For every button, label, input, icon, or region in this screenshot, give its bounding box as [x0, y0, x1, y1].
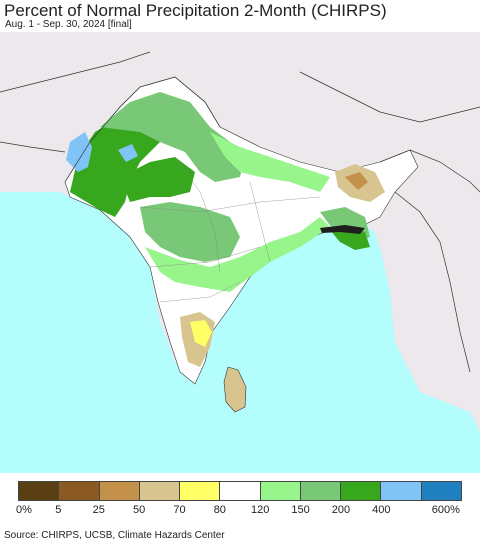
- map-subtitle: Aug. 1 - Sep. 30, 2024 [final]: [5, 19, 132, 30]
- precip-150-band: [100, 92, 245, 182]
- precip-120-north: [210, 132, 330, 192]
- precip-dark-coast: [320, 225, 365, 234]
- state-borders: [139, 156, 321, 303]
- precip-150-central: [140, 202, 240, 262]
- precip-25-ne: [345, 172, 368, 190]
- legend-tick-label: 150: [291, 504, 310, 516]
- precip-200-north: [120, 157, 195, 202]
- legend-tick-label: 5: [55, 504, 62, 516]
- legend-swatch: [300, 482, 342, 500]
- color-legend: [18, 481, 462, 501]
- legend-swatch: [341, 482, 382, 500]
- legend-swatch: [180, 482, 221, 500]
- legend-swatch: [421, 482, 461, 500]
- source-credit: Source: CHIRPS, UCSB, Climate Hazards Ce…: [4, 530, 225, 541]
- precipitation-map: [0, 32, 480, 473]
- precip-400-pakistan: [66, 132, 92, 172]
- precip-200-nw: [70, 117, 160, 217]
- precip-400-north: [118, 144, 138, 162]
- legend-tick-label: 400: [372, 504, 391, 516]
- precip-70-south: [190, 320, 212, 347]
- legend-tick-label: 0%: [16, 504, 32, 516]
- bay-of-bengal: [250, 222, 480, 473]
- legend-tick-label: 600%: [431, 504, 460, 516]
- legend-tick-label: 80: [213, 504, 226, 516]
- legend-swatch: [19, 482, 60, 500]
- legend-swatch: [220, 482, 261, 500]
- country-borders: [0, 51, 480, 373]
- legend-swatch: [59, 482, 100, 500]
- sri-lanka: [223, 366, 247, 413]
- legend-tick-label: 25: [92, 504, 105, 516]
- legend-tick-label: 50: [132, 504, 146, 516]
- legend-tick-label: 70: [173, 504, 186, 516]
- legend-swatch: [99, 482, 140, 500]
- legend-swatch: [139, 482, 181, 500]
- legend-swatch: [381, 482, 422, 500]
- map-title: Percent of Normal Precipitation 2-Month …: [4, 1, 387, 20]
- legend-swatch: [260, 482, 301, 500]
- legend-ticks: 0% 5 25 50 70 80 120 150 200 400 600%: [0, 504, 480, 518]
- legend-tick-label: 200: [331, 504, 351, 516]
- legend-tick-label: 120: [250, 504, 270, 516]
- precip-120-central: [145, 217, 330, 292]
